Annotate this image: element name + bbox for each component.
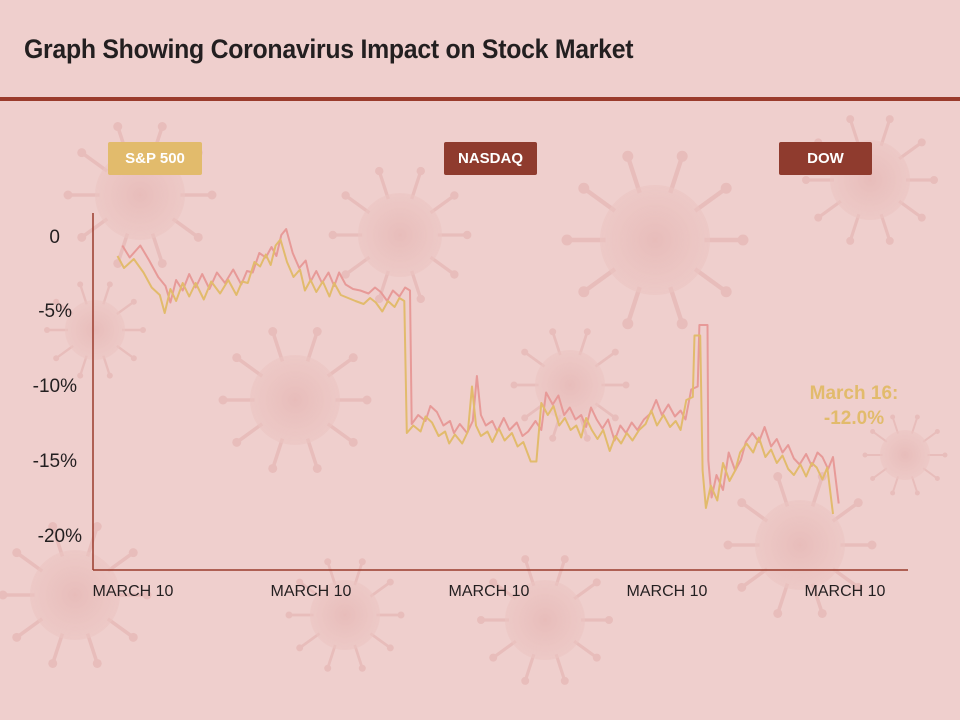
series-line-s-p-500 [116, 238, 834, 515]
virus-icon [802, 115, 938, 245]
y-tick-label: -10% [32, 376, 77, 397]
x-tick-label: MARCH 10 [270, 583, 352, 600]
legend-dow[interactable]: DOW [779, 142, 872, 175]
virus-icon [44, 281, 146, 379]
virus-icon [285, 558, 405, 672]
series-line-dow [121, 228, 840, 504]
virus-icon [477, 555, 613, 685]
virus-icon [862, 414, 948, 496]
background-virus-decoration [0, 115, 948, 685]
page-title: Graph Showing Coronavirus Impact on Stoc… [24, 34, 634, 64]
legend-nasdaq[interactable]: NASDAQ [444, 142, 537, 175]
legend-sp500[interactable]: S&P 500 [108, 142, 202, 175]
chart-axes [92, 213, 908, 571]
annotation-line1: March 16: [809, 383, 899, 404]
virus-icon [561, 150, 749, 330]
y-tick-label: 0 [49, 227, 60, 248]
x-tick-label: MARCH 10 [804, 583, 886, 600]
x-tick-label: MARCH 10 [626, 583, 708, 600]
y-tick-label: -5% [38, 301, 72, 322]
annotation-label: March 16: -12.0% [784, 381, 924, 431]
annotation-line2: -12.0% [823, 408, 885, 429]
virus-icon [723, 472, 877, 618]
y-tick-label: -20% [37, 526, 82, 547]
x-tick-label: MARCH 10 [92, 583, 174, 600]
x-tick-label: MARCH 10 [448, 583, 530, 600]
series-layer [116, 228, 840, 515]
virus-icon [510, 328, 630, 442]
virus-icon [0, 522, 152, 668]
virus-icon [218, 327, 372, 473]
title-divider [0, 97, 960, 101]
y-tick-label: -15% [32, 451, 77, 472]
virus-icon [328, 166, 472, 304]
